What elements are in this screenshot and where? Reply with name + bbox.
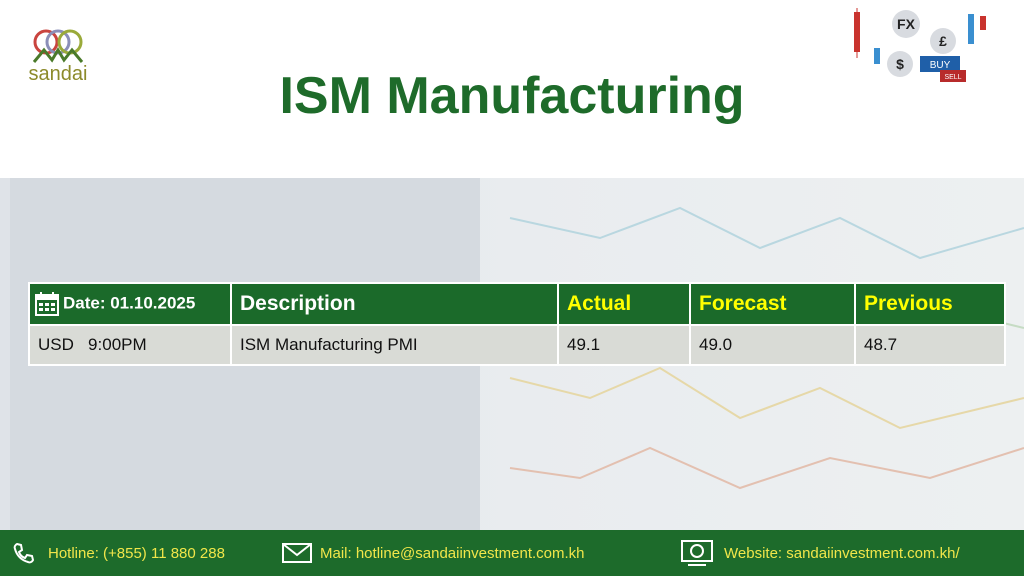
header-row: Date: 01.10.2025 Description Actual Fore…	[28, 282, 1006, 326]
footer: Hotline: (+855) 11 880 288 Mail: hotline…	[0, 530, 1024, 576]
fx-label: FX	[897, 16, 916, 32]
sell-label: SELL	[944, 74, 961, 81]
header-text: Date: 01.10.2025	[63, 293, 196, 313]
cell: 49.1	[557, 324, 691, 366]
data-row: USD 9:00PM ISM Manufacturing PMI 49.1 49…	[28, 324, 1006, 366]
header-cell: Date: 01.10.2025	[28, 282, 232, 326]
cell: USD 9:00PM	[28, 324, 232, 366]
website-icon	[681, 540, 713, 566]
calendar-table: Date: 01.10.2025 Description Actual Fore…	[28, 282, 1006, 366]
cell: ISM Manufacturing PMI	[230, 324, 559, 366]
header-cell: Forecast	[689, 282, 856, 326]
website: Website: sandaiinvestment.com.kh/	[724, 545, 960, 562]
header-cell: Description	[230, 282, 559, 326]
svg-text:£: £	[939, 33, 947, 49]
header-cell: Previous	[854, 282, 1006, 326]
mail: Mail: hotline@sandaiinvestment.com.kh	[320, 545, 585, 562]
cell: 49.0	[689, 324, 856, 366]
logo: sandai	[29, 29, 88, 85]
fx-icon: FX £ $ BUY SELL	[854, 8, 986, 82]
title: ISM Manufacturing	[279, 67, 745, 125]
logo-text: sandai	[29, 63, 88, 85]
cell: 48.7	[854, 324, 1006, 366]
mail-icon	[282, 543, 312, 563]
calendar-icon	[35, 292, 59, 316]
svg-text:$: $	[896, 56, 904, 72]
header-cell: Actual	[557, 282, 691, 326]
hotline: Hotline: (+855) 11 880 288	[48, 545, 225, 562]
phone-icon	[13, 542, 35, 564]
buy-label: BUY	[930, 60, 951, 71]
